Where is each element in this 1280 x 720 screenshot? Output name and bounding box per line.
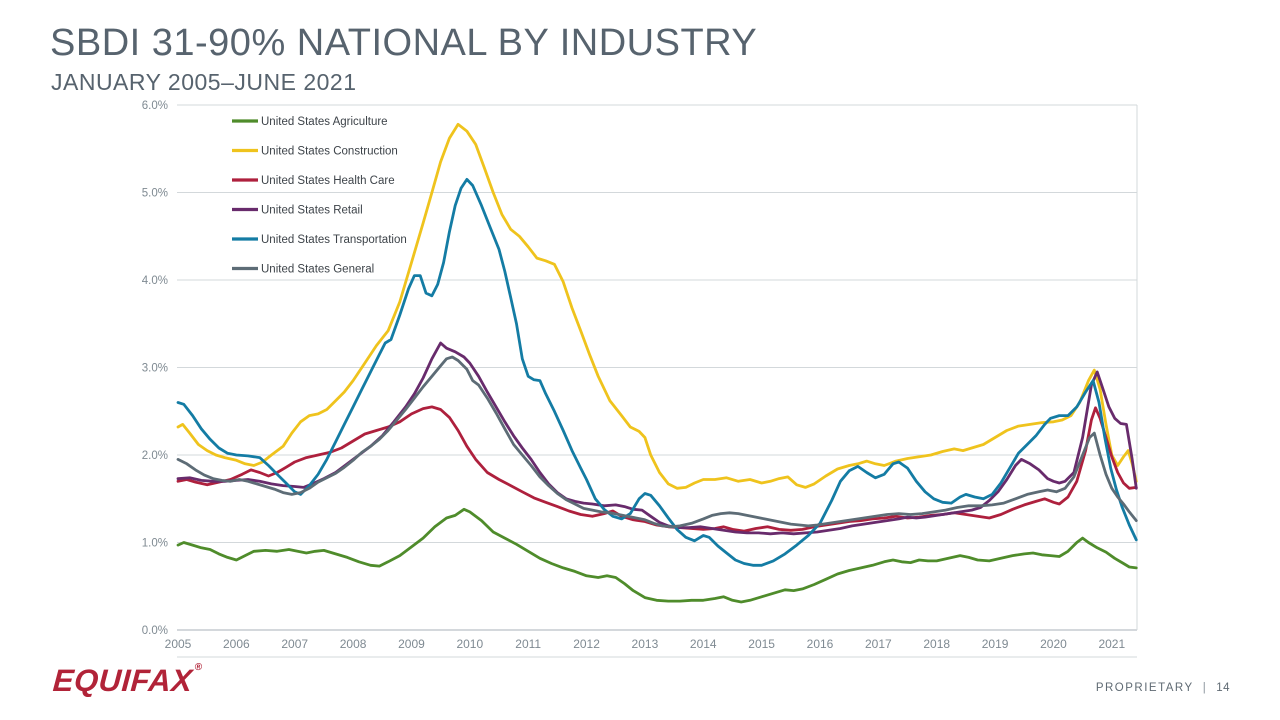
legend-label-united-states-agriculture: United States Agriculture — [261, 116, 388, 128]
slide-subtitle: JANUARY 2005–JUNE 2021 — [51, 69, 357, 95]
x-tick-label: 2006 — [223, 637, 250, 651]
y-tick-label: 0.0% — [142, 625, 168, 637]
legend-label-united-states-retail: United States Retail — [261, 205, 363, 217]
legend-label-united-states-transportation: United States Transportation — [261, 234, 407, 246]
y-tick-label: 5.0% — [142, 188, 168, 200]
slide-title: SBDI 31-90% NATIONAL BY INDUSTRY — [50, 22, 758, 64]
x-tick-label: 2021 — [1098, 637, 1125, 651]
y-tick-label: 1.0% — [142, 538, 168, 550]
y-tick-label: 6.0% — [142, 100, 168, 112]
x-tick-label: 2009 — [398, 637, 425, 651]
footer-separator: | — [1202, 682, 1208, 694]
legend-label-united-states-general: United States General — [261, 264, 374, 276]
x-tick-label: 2015 — [748, 637, 775, 651]
x-tick-label: 2020 — [1040, 637, 1067, 651]
x-tick-label: 2018 — [923, 637, 950, 651]
legend-label-united-states-health-care: United States Health Care — [261, 175, 395, 187]
series-line-united-states-construction — [176, 122, 1138, 490]
y-tick-label: 3.0% — [142, 363, 168, 375]
page-number: 14 — [1216, 682, 1230, 694]
equifax-logo: EQUIFAX® — [51, 662, 203, 698]
registered-trademark-icon: ® — [194, 662, 203, 673]
series-line-united-states-general — [176, 355, 1138, 529]
x-tick-label: 2019 — [982, 637, 1009, 651]
x-tick-label: 2005 — [165, 637, 192, 651]
x-tick-label: 2008 — [340, 637, 367, 651]
x-tick-label: 2014 — [690, 637, 717, 651]
series-line-united-states-agriculture — [176, 507, 1138, 604]
x-tick-label: 2007 — [281, 637, 308, 651]
proprietary-label: PROPRIETARY — [1095, 682, 1194, 694]
x-tick-label: 2016 — [807, 637, 834, 651]
x-tick-label: 2017 — [865, 637, 892, 651]
legend-label-united-states-construction: United States Construction — [261, 146, 398, 158]
y-tick-label: 4.0% — [142, 275, 168, 287]
x-tick-label: 2011 — [515, 637, 541, 651]
footer-classification: PROPRIETARY | 14 — [1096, 682, 1230, 694]
x-tick-label: 2010 — [456, 637, 483, 651]
y-tick-label: 2.0% — [142, 450, 168, 462]
x-tick-label: 2013 — [632, 637, 659, 651]
series-line-united-states-transportation — [176, 177, 1138, 567]
x-tick-label: 2012 — [573, 637, 600, 651]
equifax-logo-text: EQUIFAX — [51, 663, 194, 698]
